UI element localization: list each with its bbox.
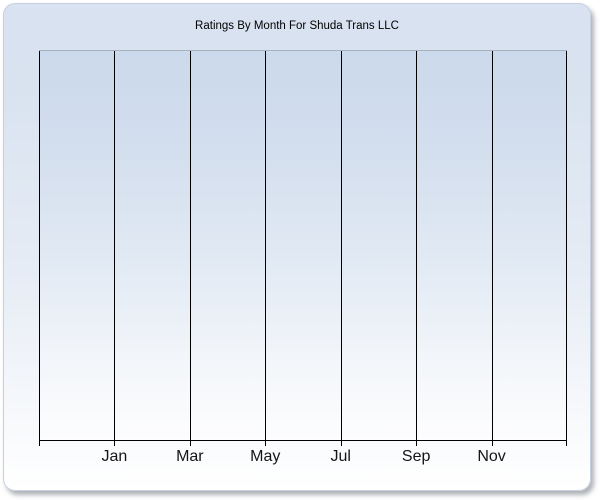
plot-area: Jan Mar May Jul Sep Nov <box>39 50 567 465</box>
x-axis-tick-label: May <box>250 448 281 465</box>
x-axis-tick-label: Nov <box>477 448 506 465</box>
x-axis-tick <box>566 441 567 446</box>
x-gridline <box>114 51 116 440</box>
x-gridline <box>189 51 191 440</box>
x-axis-tick-label: Jan <box>101 448 128 465</box>
x-gridline <box>39 51 40 440</box>
x-gridline <box>566 51 567 440</box>
x-axis-tick <box>39 441 40 446</box>
x-gridline <box>491 51 493 440</box>
x-axis-tick <box>189 441 191 446</box>
x-axis-tick <box>265 441 267 446</box>
x-axis-tick <box>114 441 116 446</box>
x-axis-tick-label: Mar <box>176 448 204 465</box>
x-axis-tick <box>340 441 342 446</box>
chart-title: Ratings By Month For Shuda Trans LLC <box>195 20 399 32</box>
chart-card: Ratings By Month For Shuda Trans LLC Jan… <box>3 3 591 491</box>
x-axis-tick <box>416 441 418 446</box>
x-axis-tick-label: Jul <box>330 448 351 465</box>
x-gridline <box>265 51 267 440</box>
x-gridline <box>340 51 342 440</box>
x-gridline <box>416 51 418 440</box>
x-axis-tick <box>491 441 493 446</box>
x-axis-tick-label: Sep <box>401 448 431 465</box>
